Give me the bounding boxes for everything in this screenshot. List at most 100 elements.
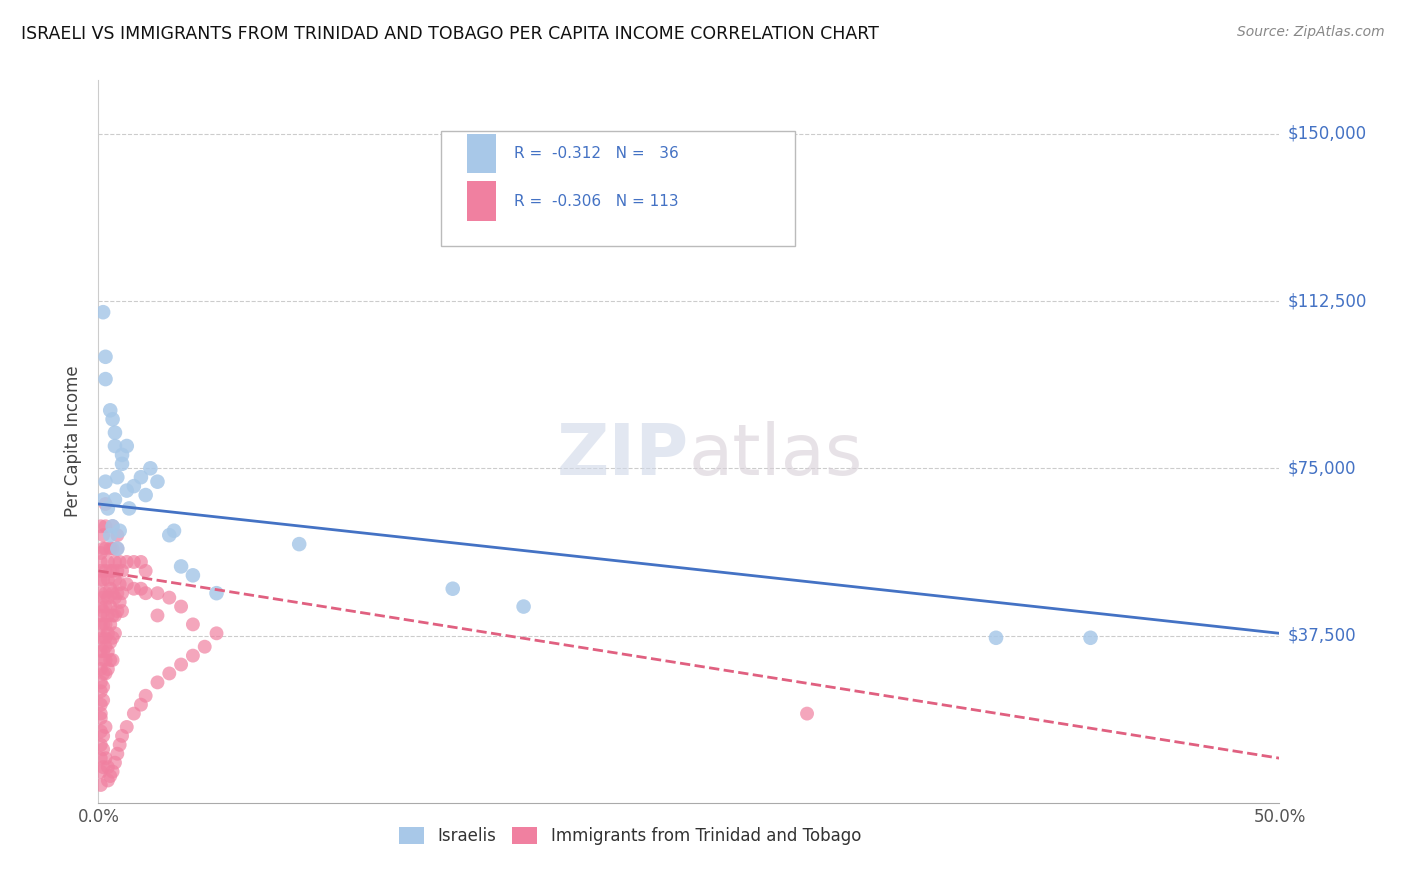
Point: [90, 573, 112, 587]
Point: [90, 738, 112, 752]
Bar: [467, 181, 496, 221]
Point: [115, 720, 138, 734]
Text: R =  -0.312   N =   36: R = -0.312 N = 36: [515, 146, 679, 161]
Point: [91, 528, 114, 542]
Point: [90, 644, 112, 658]
Point: [94, 617, 117, 632]
Point: [91, 680, 114, 694]
Point: [111, 448, 134, 462]
Point: [91, 492, 114, 507]
Text: Source: ZipAtlas.com: Source: ZipAtlas.com: [1237, 25, 1385, 39]
Point: [90, 778, 112, 792]
Point: [90, 631, 112, 645]
Point: [91, 591, 114, 605]
Point: [115, 483, 138, 498]
Point: [94, 720, 117, 734]
Point: [94, 586, 117, 600]
Point: [90, 555, 112, 569]
Point: [97, 760, 120, 774]
Point: [101, 564, 124, 578]
Point: [90, 608, 112, 623]
Point: [104, 425, 127, 440]
Point: [98, 769, 121, 783]
Point: [91, 305, 114, 319]
Point: [122, 479, 145, 493]
Point: [105, 541, 128, 556]
Point: [101, 631, 124, 645]
Point: [90, 564, 112, 578]
Point: [94, 751, 117, 765]
Point: [98, 599, 121, 614]
Point: [157, 591, 180, 605]
Point: [94, 372, 117, 386]
Point: [205, 586, 228, 600]
Point: [94, 519, 117, 533]
Point: [91, 604, 114, 618]
Point: [104, 756, 127, 770]
Point: [91, 742, 114, 756]
Point: [97, 644, 120, 658]
Point: [90, 546, 112, 560]
Point: [1080, 631, 1102, 645]
Point: [105, 470, 128, 484]
Point: [105, 528, 128, 542]
Point: [146, 675, 169, 690]
Point: [288, 537, 311, 551]
Point: [194, 640, 217, 654]
Point: [111, 729, 134, 743]
Point: [441, 582, 464, 596]
Text: $75,000: $75,000: [1288, 459, 1357, 477]
Point: [101, 586, 124, 600]
Point: [108, 524, 131, 538]
Point: [108, 595, 131, 609]
Point: [94, 640, 117, 654]
Point: [104, 573, 127, 587]
Point: [105, 747, 128, 761]
Text: $37,500: $37,500: [1288, 626, 1357, 645]
Point: [97, 591, 120, 605]
Point: [90, 751, 112, 765]
Text: ISRAELI VS IMMIGRANTS FROM TRINIDAD AND TOBAGO PER CAPITA INCOME CORRELATION CHA: ISRAELI VS IMMIGRANTS FROM TRINIDAD AND …: [21, 25, 879, 43]
Text: atlas: atlas: [689, 422, 863, 491]
Point: [94, 497, 117, 511]
Point: [122, 555, 145, 569]
Point: [90, 764, 112, 779]
Point: [98, 403, 121, 417]
Point: [122, 582, 145, 596]
Point: [111, 604, 134, 618]
Point: [90, 617, 112, 632]
Point: [104, 608, 127, 623]
Bar: [467, 134, 496, 173]
Point: [94, 541, 117, 556]
Point: [104, 439, 127, 453]
Point: [94, 350, 117, 364]
Point: [97, 773, 120, 788]
Point: [181, 648, 204, 663]
Point: [91, 631, 114, 645]
Point: [984, 631, 1007, 645]
Point: [101, 764, 124, 779]
Point: [129, 582, 152, 596]
FancyBboxPatch shape: [441, 131, 796, 246]
Point: [104, 492, 127, 507]
Text: $112,500: $112,500: [1288, 292, 1367, 310]
Point: [104, 555, 127, 569]
Point: [115, 439, 138, 453]
Point: [98, 653, 121, 667]
Point: [157, 528, 180, 542]
Point: [170, 657, 193, 672]
Point: [129, 555, 152, 569]
Point: [135, 689, 157, 703]
Point: [94, 666, 117, 681]
Point: [91, 666, 114, 681]
Point: [163, 524, 186, 538]
Point: [796, 706, 818, 721]
Point: [90, 675, 112, 690]
Point: [104, 626, 127, 640]
Legend: Israelis, Immigrants from Trinidad and Tobago: Israelis, Immigrants from Trinidad and T…: [398, 827, 862, 845]
Point: [115, 555, 138, 569]
Point: [91, 617, 114, 632]
Point: [91, 644, 114, 658]
Point: [101, 541, 124, 556]
Point: [91, 541, 114, 556]
